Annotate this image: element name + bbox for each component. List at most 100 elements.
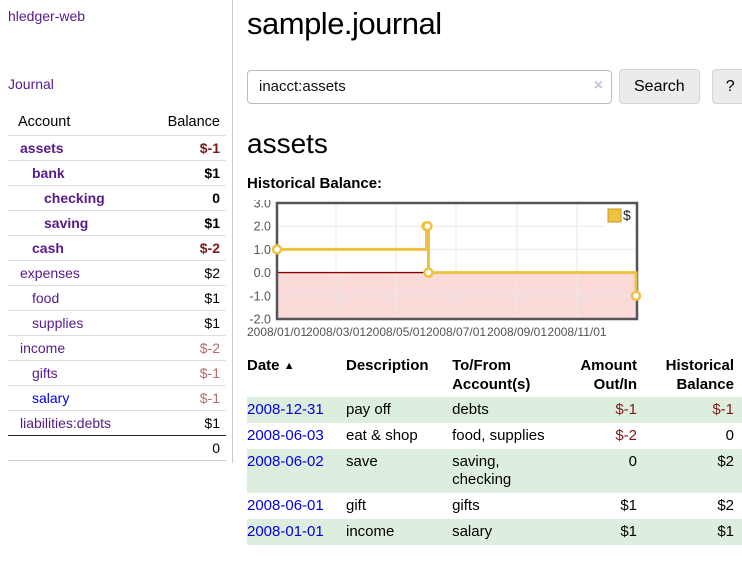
- search-button[interactable]: Search: [619, 69, 700, 104]
- account-balance: $1: [141, 285, 226, 311]
- register-header-accounts: To/From Account(s): [452, 357, 531, 393]
- register-row: 2008-06-01 gift gifts $1 $2: [247, 493, 742, 519]
- accounts-total-value: 0: [141, 435, 226, 461]
- sidebar: hledger-web Journal Account Balance asse…: [0, 0, 233, 463]
- transaction-balance: $-1: [712, 401, 734, 418]
- account-link-income[interactable]: income: [20, 340, 66, 356]
- svg-text:-1.0: -1.0: [249, 289, 271, 303]
- account-row-liabilities-debts: liabilities:debts $1: [8, 410, 226, 436]
- register-row: 2008-12-31 pay off debts $-1 $-1: [247, 397, 742, 423]
- app-title-link[interactable]: hledger-web: [8, 8, 86, 24]
- register-header-amount: Amount Out/In: [580, 357, 637, 393]
- register-header-description: Description: [346, 357, 429, 374]
- sort-ascending-icon: ▲: [283, 360, 295, 372]
- register-row: 2008-06-02 save saving, checking 0 $2: [247, 449, 742, 493]
- transaction-balance: $1: [717, 523, 734, 540]
- transaction-description: income: [346, 523, 395, 540]
- account-row-food: food $1: [8, 285, 226, 311]
- transaction-date-link[interactable]: 2008-12-31: [247, 401, 324, 418]
- search-form: × Search ?: [247, 69, 742, 104]
- account-balance: $1: [141, 210, 226, 236]
- account-balance: $-1: [141, 385, 226, 411]
- accounts-table: Account Balance assets $-1 bank $1 check…: [8, 110, 226, 461]
- search-input[interactable]: [247, 69, 612, 104]
- transaction-accounts: debts: [452, 401, 489, 418]
- svg-text:3.0: 3.0: [254, 200, 271, 211]
- account-balance: $1: [141, 160, 226, 186]
- svg-text:2008/09/01: 2008/09/01: [487, 325, 547, 339]
- clear-search-icon[interactable]: ×: [593, 76, 603, 94]
- svg-text:2008/05/01: 2008/05/01: [366, 325, 426, 339]
- account-link-assets[interactable]: assets: [20, 140, 64, 156]
- account-row-expenses: expenses $2: [8, 260, 226, 286]
- svg-text:2008/11/01: 2008/11/01: [547, 325, 606, 339]
- transaction-amount: 0: [628, 453, 637, 470]
- transaction-accounts: gifts: [452, 497, 480, 514]
- account-link-checking[interactable]: checking: [44, 190, 105, 206]
- account-balance: $-1: [141, 135, 226, 161]
- svg-text:-2.0: -2.0: [249, 313, 271, 327]
- account-heading: assets: [247, 128, 328, 159]
- account-balance: $-2: [141, 235, 226, 261]
- account-link-food[interactable]: food: [32, 290, 60, 306]
- transaction-date-link[interactable]: 2008-06-03: [247, 427, 324, 444]
- account-link-gifts[interactable]: gifts: [32, 365, 58, 381]
- account-balance: $1: [141, 310, 226, 336]
- transaction-description: pay off: [346, 401, 391, 418]
- transaction-balance: 0: [725, 427, 734, 444]
- account-balance: 0: [141, 185, 226, 211]
- account-link-liabilities-debts[interactable]: liabilities:debts: [20, 415, 112, 431]
- historical-balance-chart: $3.0 2.0 1.0 0.0 -1.0 -2.0 2008/01/01 2008/03/0…: [247, 197, 742, 340]
- transaction-date-link[interactable]: 2008-01-01: [247, 523, 324, 540]
- sidebar-item-journal[interactable]: Journal: [8, 76, 54, 92]
- register-row: 2008-06-03 eat & shop food, supplies $-2…: [247, 423, 742, 449]
- account-row-bank: bank $1: [8, 160, 226, 186]
- svg-text:2008/01/01: 2008/01/01: [247, 325, 307, 339]
- svg-text:2008/07/01: 2008/07/01: [426, 325, 486, 339]
- account-link-supplies[interactable]: supplies: [32, 315, 84, 331]
- account-row-salary: salary $-1: [8, 385, 226, 411]
- accounts-header-account: Account: [18, 114, 71, 130]
- svg-text:1.0: 1.0: [254, 243, 271, 257]
- register-header-date[interactable]: Date ▲: [247, 357, 295, 374]
- accounts-header-balance: Balance: [167, 114, 220, 130]
- account-row-gifts: gifts $-1: [8, 360, 226, 386]
- account-link-salary[interactable]: salary: [32, 390, 70, 406]
- chart-heading: Historical Balance:: [247, 175, 383, 192]
- register-header-balance: Historical Balance: [665, 357, 734, 393]
- transaction-amount: $-2: [615, 427, 637, 444]
- account-row-supplies: supplies $1: [8, 310, 226, 336]
- transaction-amount: $1: [620, 523, 637, 540]
- register-row: 2008-01-01 income salary $1 $1: [247, 519, 742, 545]
- svg-text:2008/03/01: 2008/03/01: [306, 325, 366, 339]
- account-link-bank[interactable]: bank: [32, 165, 65, 181]
- svg-text:$: $: [623, 207, 631, 223]
- account-link-expenses[interactable]: expenses: [20, 265, 80, 281]
- transaction-accounts: food, supplies: [452, 427, 545, 444]
- transaction-balance: $2: [717, 453, 734, 470]
- page-title: sample.journal: [247, 6, 442, 41]
- transaction-amount: $1: [620, 497, 637, 514]
- account-balance: $-2: [141, 335, 226, 361]
- transaction-description: gift: [346, 497, 367, 514]
- account-row-assets: assets $-1: [8, 135, 226, 161]
- register-table: Date ▲ Description To/From Account(s) Am…: [247, 353, 742, 545]
- transaction-amount: $-1: [615, 401, 637, 418]
- account-balance: $2: [141, 260, 226, 286]
- transaction-accounts: saving, checking: [452, 453, 512, 488]
- transaction-date-link[interactable]: 2008-06-01: [247, 497, 324, 514]
- account-link-cash[interactable]: cash: [32, 240, 64, 256]
- help-button[interactable]: ?: [711, 69, 742, 104]
- svg-text:2.0: 2.0: [254, 220, 271, 234]
- svg-text:0.0: 0.0: [254, 266, 271, 280]
- transaction-date-link[interactable]: 2008-06-02: [247, 453, 324, 470]
- account-balance: $-1: [141, 360, 226, 386]
- account-balance: $1: [141, 410, 226, 436]
- account-link-saving[interactable]: saving: [44, 215, 89, 231]
- transaction-description: eat & shop: [346, 427, 418, 444]
- register-header-row: Date ▲ Description To/From Account(s) Am…: [247, 353, 742, 397]
- account-row-cash: cash $-2: [8, 235, 226, 261]
- transaction-accounts: salary: [452, 523, 493, 540]
- main-content: sample.journal × Search ? assets Histori…: [233, 0, 742, 545]
- account-row-checking: checking 0: [8, 185, 226, 211]
